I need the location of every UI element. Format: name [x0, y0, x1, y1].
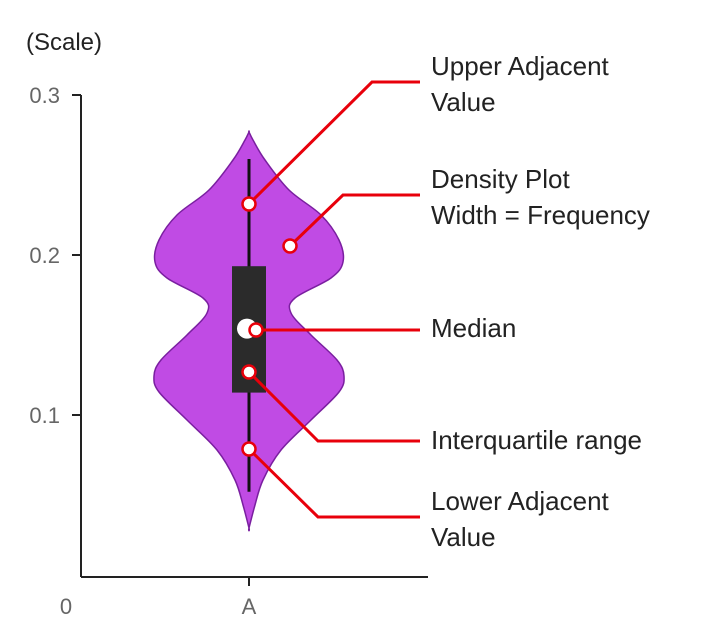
annotation-label-density: Width = Frequency — [431, 200, 650, 230]
y-ticks: 0.1 0.2 0.3 — [29, 83, 81, 428]
scale-label: (Scale) — [26, 29, 102, 56]
annotation-marker-iqr — [241, 364, 257, 380]
y-tick-label: 0.2 — [29, 243, 60, 268]
annotation-marker-median — [248, 322, 264, 338]
annotations: Upper Adjacent Value Density Plot Width = F… — [241, 51, 650, 552]
annotation-label-density: Density Plot — [431, 164, 570, 194]
x-tick-label: A — [242, 594, 257, 619]
annotation-leader-iqr — [247, 370, 420, 443]
annotation-label-upper: Value — [431, 87, 496, 117]
annotation-marker-density — [282, 238, 298, 254]
annotation-leader-upper — [247, 80, 420, 206]
annotation-label-median: Median — [431, 313, 516, 343]
annotation-label-iqr: Interquartile range — [431, 425, 642, 455]
annotation-leader-lower — [247, 447, 420, 519]
annotation-label-lower: Value — [431, 522, 496, 552]
annotation-leader-density — [288, 193, 420, 248]
annotation-label-lower: Lower Adjacent — [431, 486, 610, 516]
annotation-marker-upper — [241, 196, 257, 212]
origin-label: 0 — [60, 594, 72, 619]
annotation-marker-lower — [241, 441, 257, 457]
annotation-label-upper: Upper Adjacent — [431, 51, 610, 81]
x-ticks: A — [242, 577, 257, 619]
y-tick-label: 0.1 — [29, 403, 60, 428]
y-tick-label: 0.3 — [29, 83, 60, 108]
